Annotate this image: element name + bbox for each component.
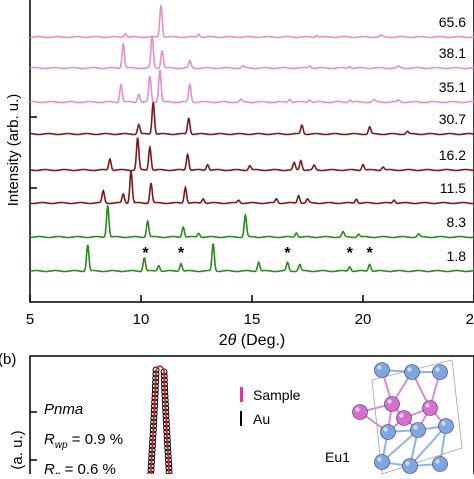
series-line-30.7 (29, 102, 474, 136)
xrd-pressure-panel: 65.6 38.1 35.1 30.7 16.2 11.5 8.3 1.8 * * * * * 5 10… (5, 0, 474, 349)
structure-atom-label: Eu1 (325, 449, 350, 465)
rp-label: Rp = 0.6 % (44, 461, 116, 474)
atom-highlight (435, 367, 440, 372)
plot-frame (29, 0, 474, 303)
atom-highlight (441, 421, 446, 426)
atom-highlight (355, 407, 360, 412)
atom-highlight (407, 367, 412, 372)
au-atom (402, 458, 418, 474)
x-tick-label: 20 (355, 311, 372, 328)
rwp-label: Rwp = 0.9 % (44, 431, 123, 451)
pressure-label-30.7: 30.7 (439, 111, 466, 127)
eu-atom (422, 400, 438, 416)
y-axis-label: Intensity (arb. u.) (5, 94, 22, 207)
legend-marker-sample (240, 387, 243, 402)
fit-curve-top (155, 365, 165, 371)
refinement-panel: (b) (a. u.) Pnma Rwp = 0.9 % Rp = 0.6 % … (0, 351, 474, 479)
series-line-65.6 (30, 5, 474, 39)
refinement-plot-frame (29, 355, 474, 479)
atom-highlight (425, 403, 430, 408)
atom-highlight (377, 365, 382, 370)
au-atom (432, 364, 448, 380)
atom-highlight (435, 459, 440, 464)
series-line-35.1 (29, 70, 474, 104)
refinement-y-label: (a. u.) (9, 430, 26, 469)
atom-highlight (387, 399, 392, 404)
au-atom (374, 454, 390, 470)
impurity-markers: * * * * * (142, 245, 373, 262)
impurity-asterisk: * (347, 245, 354, 262)
x-axis-label: 2θ (Deg.) (219, 332, 286, 349)
au-atom (404, 364, 420, 380)
pressure-labels: 65.6 38.1 35.1 30.7 16.2 11.5 8.3 1.8 (439, 14, 466, 264)
legend: Sample Au (240, 387, 301, 427)
series-line-16.2 (29, 137, 474, 172)
eu-atom (396, 410, 412, 426)
au-atom (410, 422, 426, 438)
au-atom (380, 424, 396, 440)
pressure-label-38.1: 38.1 (439, 45, 466, 61)
pressure-label-1.8: 1.8 (447, 248, 467, 264)
series-line-1.8 (30, 243, 474, 273)
x-tick-label: 25 (466, 311, 474, 328)
series-line-8.3 (30, 205, 474, 239)
legend-sample: Sample (253, 387, 301, 403)
impurity-asterisk: * (142, 245, 149, 262)
pressure-label-35.1: 35.1 (439, 79, 466, 95)
panel-label-b: (b) (0, 351, 16, 368)
refinement-peak (147, 365, 173, 479)
x-tick-label: 5 (26, 311, 34, 328)
crystal-structure-image (352, 359, 463, 475)
legend-au: Au (253, 411, 270, 427)
legend-marker-au (240, 411, 242, 426)
series-line-38.1 (29, 35, 474, 70)
x-axis-ticks: 5 10 15 20 25 (26, 295, 474, 328)
impurity-asterisk: * (367, 245, 374, 262)
impurity-asterisk: * (178, 245, 185, 262)
unit-cell-outline (371, 359, 463, 475)
pressure-label-11.5: 11.5 (440, 180, 466, 196)
pressure-label-8.3: 8.3 (447, 214, 467, 230)
diffraction-curves (29, 5, 474, 273)
impurity-asterisk: * (284, 245, 291, 262)
structure-bond (409, 425, 447, 467)
x-tick-label: 10 (133, 311, 150, 328)
atom-highlight (383, 427, 388, 432)
atom-highlight (413, 425, 418, 430)
series-line-11.5 (30, 170, 474, 205)
space-group-label: Pnma (44, 401, 83, 418)
eu-atom (352, 404, 368, 420)
atom-highlight (377, 457, 382, 462)
structure-bond (381, 429, 419, 463)
au-atom (438, 418, 454, 434)
au-atom (374, 362, 390, 378)
pressure-label-16.2: 16.2 (439, 147, 466, 163)
atom-highlight (405, 461, 410, 466)
au-atom (432, 456, 448, 472)
atom-highlight (399, 413, 404, 418)
x-tick-label: 15 (244, 311, 261, 328)
eu-atom (384, 396, 400, 412)
y-axis-ticks (30, 116, 37, 189)
pressure-label-65.6: 65.6 (439, 14, 466, 30)
